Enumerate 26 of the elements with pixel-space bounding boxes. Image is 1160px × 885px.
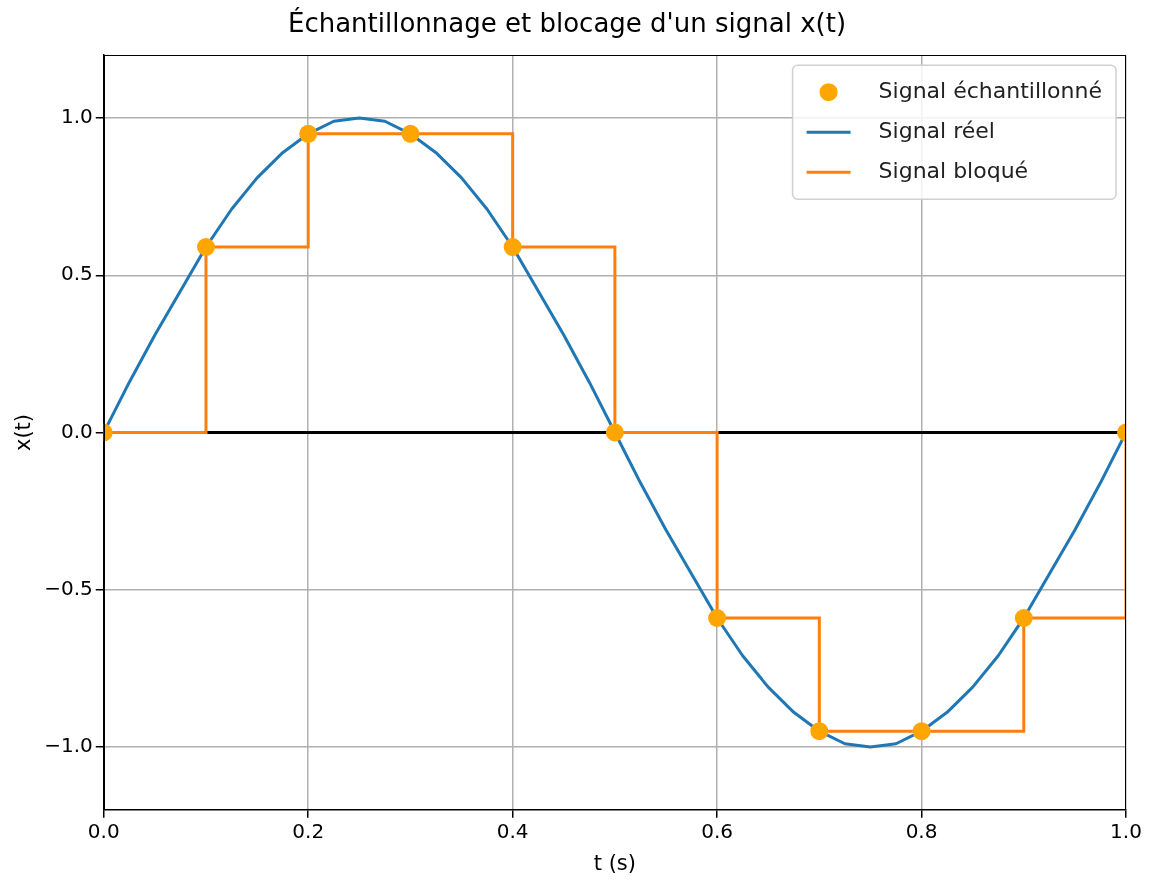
point xyxy=(299,124,318,143)
legend-label: Signal échantillonné xyxy=(878,77,1103,103)
point xyxy=(401,124,420,143)
point xyxy=(810,722,829,741)
y-tick-label: −0.5 xyxy=(44,575,93,600)
y-axis-title: x(t) xyxy=(11,413,36,452)
point xyxy=(196,237,215,256)
point xyxy=(708,609,727,628)
y-tick-label: 1.0 xyxy=(60,104,93,129)
x-tick-label: 0.2 xyxy=(292,819,325,843)
y-tick-label: −1.0 xyxy=(44,733,93,758)
x-tick-label: 0.4 xyxy=(496,819,529,843)
y-tick-label: 0.0 xyxy=(60,418,93,443)
point xyxy=(605,423,624,442)
legend-label: Signal bloqué xyxy=(878,157,1029,183)
y-tick-label: 0.5 xyxy=(60,261,93,286)
point xyxy=(1014,609,1033,628)
point xyxy=(503,237,522,256)
point xyxy=(912,722,931,741)
x-tick-label: 0.0 xyxy=(87,819,120,843)
x-tick-label: 1.0 xyxy=(1110,819,1142,843)
legend-label: Signal réel xyxy=(878,117,995,143)
chart-title: Échantillonnage et blocage d'un signal x(t) xyxy=(287,7,847,39)
x-tick-label: 0.6 xyxy=(701,819,734,843)
x-axis-title: t (s) xyxy=(593,850,637,875)
x-tick-label: 0.8 xyxy=(905,819,938,843)
